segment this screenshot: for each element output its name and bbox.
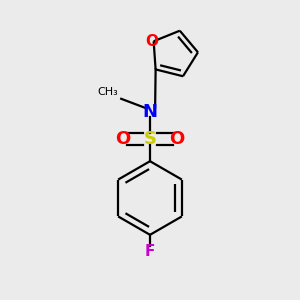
Text: O: O xyxy=(169,130,185,148)
Text: F: F xyxy=(145,244,155,259)
Text: S: S xyxy=(143,130,157,148)
Text: O: O xyxy=(146,34,158,49)
Text: CH₃: CH₃ xyxy=(97,87,118,97)
Text: O: O xyxy=(115,130,130,148)
Text: N: N xyxy=(142,103,158,121)
